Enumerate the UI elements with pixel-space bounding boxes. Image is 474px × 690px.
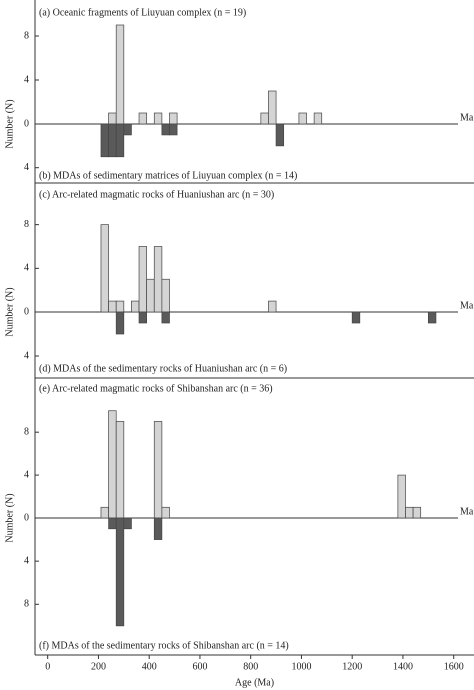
bar bbox=[115, 517, 125, 627]
bar bbox=[108, 112, 117, 125]
bar bbox=[146, 278, 155, 313]
panel-title: (f) MDAs of the sedimentary rocks of Shi… bbox=[39, 640, 289, 651]
x-unit-label: Ma bbox=[460, 300, 474, 311]
y-axis-label: Number (N) bbox=[4, 287, 15, 336]
bar bbox=[161, 311, 170, 324]
panel-title: (d) MDAs of the sedimentary rocks of Hua… bbox=[39, 363, 287, 374]
bar bbox=[268, 90, 277, 125]
bar bbox=[169, 112, 178, 125]
bar bbox=[161, 123, 170, 136]
bar bbox=[115, 123, 125, 158]
y-tick-label: 8 bbox=[24, 426, 29, 437]
bar bbox=[115, 311, 125, 335]
bar bbox=[268, 300, 277, 313]
bar bbox=[138, 311, 148, 324]
bar bbox=[153, 246, 163, 313]
bar bbox=[427, 311, 437, 324]
bar bbox=[108, 300, 117, 313]
bar bbox=[131, 300, 140, 313]
bar bbox=[397, 474, 406, 519]
x-tick-label: 800 bbox=[243, 661, 258, 672]
panel-title: (e) Arc-related magmatic rocks of Shiban… bbox=[39, 383, 273, 394]
x-unit-label: Ma bbox=[460, 506, 474, 517]
x-tick-label: 1600 bbox=[444, 661, 464, 672]
y-tick-label: 0 bbox=[24, 306, 29, 317]
bar bbox=[108, 517, 117, 530]
bar bbox=[138, 246, 148, 313]
y-tick-label: 0 bbox=[24, 512, 29, 523]
bar bbox=[169, 123, 178, 136]
x-tick-label: 600 bbox=[192, 661, 207, 672]
bar bbox=[351, 311, 361, 324]
x-axis-label: Age (Ma) bbox=[235, 677, 274, 688]
bar bbox=[161, 278, 170, 313]
y-tick-label: 4 bbox=[24, 74, 29, 85]
bar bbox=[100, 224, 109, 313]
bar bbox=[313, 112, 323, 125]
panel-title: (b) MDAs of sedimentary matrices of Liuy… bbox=[39, 170, 297, 181]
bar bbox=[100, 506, 109, 519]
x-tick-label: 200 bbox=[91, 661, 106, 672]
y-tick-label: 4 bbox=[24, 162, 29, 173]
x-tick-label: 1400 bbox=[393, 661, 413, 672]
bar bbox=[115, 300, 125, 313]
y-tick-label: 8 bbox=[24, 219, 29, 230]
panel-title: (c) Arc-related magmatic rocks of Huaniu… bbox=[39, 189, 274, 200]
y-tick-label: 4 bbox=[24, 469, 29, 480]
y-tick-label: 4 bbox=[24, 263, 29, 274]
bar bbox=[100, 123, 109, 158]
bar bbox=[153, 421, 163, 519]
bar bbox=[123, 123, 132, 136]
bar bbox=[138, 112, 148, 125]
y-tick-label: 8 bbox=[24, 599, 29, 610]
y-axis-label: Number (N) bbox=[4, 99, 15, 148]
bar bbox=[405, 506, 414, 519]
bar bbox=[412, 506, 422, 519]
bar bbox=[153, 112, 163, 125]
x-tick-label: 400 bbox=[142, 661, 157, 672]
bar bbox=[108, 410, 117, 519]
y-tick-label: 0 bbox=[24, 118, 29, 129]
y-tick-label: 4 bbox=[24, 555, 29, 566]
bar bbox=[123, 517, 132, 530]
panel-title: (a) Oceanic fragments of Liuyuan complex… bbox=[39, 7, 246, 18]
bar bbox=[108, 123, 117, 158]
y-tick-label: 8 bbox=[24, 30, 29, 41]
y-axis-label: Number (N) bbox=[4, 493, 15, 542]
x-tick-label: 1000 bbox=[291, 661, 311, 672]
bar bbox=[153, 517, 163, 540]
x-tick-label: 1200 bbox=[342, 661, 362, 672]
bar bbox=[260, 112, 269, 125]
bar bbox=[275, 123, 285, 147]
bar bbox=[115, 24, 125, 125]
x-unit-label: Ma bbox=[460, 112, 474, 123]
bar bbox=[298, 112, 307, 125]
bar bbox=[115, 421, 125, 519]
y-tick-label: 4 bbox=[24, 350, 29, 361]
bar bbox=[161, 506, 170, 519]
x-tick-label: 0 bbox=[45, 661, 50, 672]
